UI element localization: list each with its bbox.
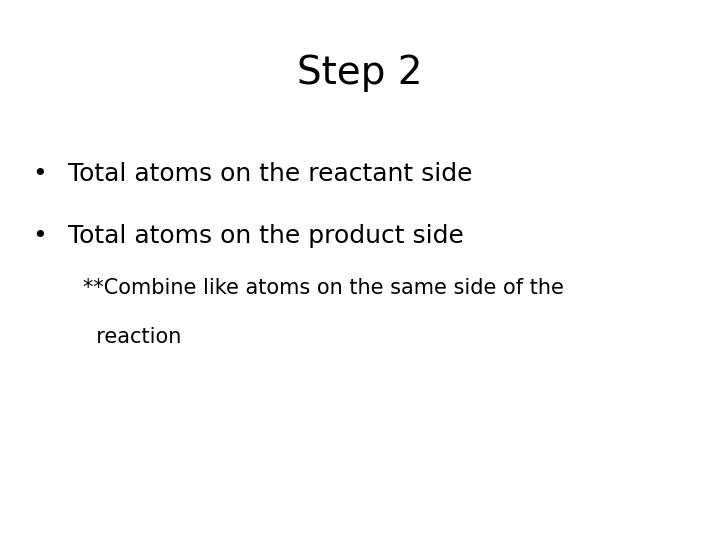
Text: reaction: reaction (83, 327, 181, 347)
Text: Total atoms on the reactant side: Total atoms on the reactant side (68, 162, 473, 186)
Text: •: • (32, 224, 47, 248)
Text: Step 2: Step 2 (297, 54, 423, 92)
Text: Total atoms on the product side: Total atoms on the product side (68, 224, 464, 248)
Text: **Combine like atoms on the same side of the: **Combine like atoms on the same side of… (83, 278, 564, 298)
Text: •: • (32, 162, 47, 186)
